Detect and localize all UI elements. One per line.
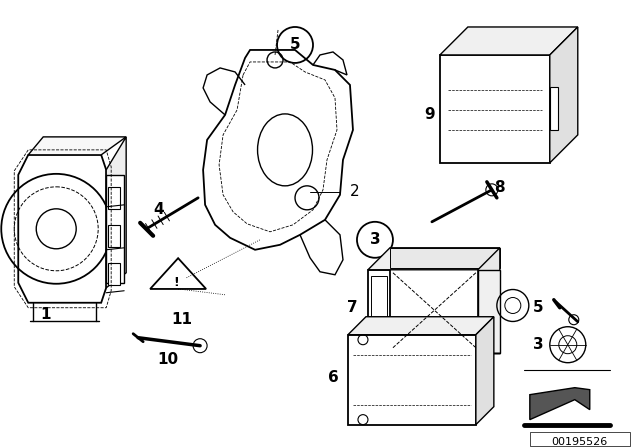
Text: 7: 7 xyxy=(347,300,357,315)
Text: 3: 3 xyxy=(370,233,380,247)
Text: 5: 5 xyxy=(532,300,543,315)
Text: 9: 9 xyxy=(424,108,435,122)
Polygon shape xyxy=(348,317,494,335)
Polygon shape xyxy=(106,137,126,288)
Text: 1: 1 xyxy=(40,307,51,322)
Bar xyxy=(440,55,550,163)
Text: 4: 4 xyxy=(153,202,163,217)
Text: 3: 3 xyxy=(532,337,543,352)
Bar xyxy=(368,270,390,353)
Bar xyxy=(108,263,120,285)
Text: 8: 8 xyxy=(495,181,505,195)
Text: 10: 10 xyxy=(157,352,179,367)
Bar xyxy=(371,276,387,343)
Polygon shape xyxy=(478,248,500,353)
Polygon shape xyxy=(28,137,126,155)
Text: 11: 11 xyxy=(172,312,193,327)
Polygon shape xyxy=(390,248,500,268)
Bar xyxy=(108,225,120,247)
Text: 5: 5 xyxy=(290,38,300,52)
Text: !: ! xyxy=(173,276,179,289)
Bar xyxy=(108,187,120,209)
Polygon shape xyxy=(550,27,578,163)
Bar xyxy=(478,270,500,353)
Polygon shape xyxy=(476,317,494,425)
Polygon shape xyxy=(440,27,578,55)
Bar xyxy=(348,335,476,425)
Bar xyxy=(550,87,558,130)
Polygon shape xyxy=(368,248,500,270)
Text: 6: 6 xyxy=(328,370,339,385)
Bar xyxy=(530,431,630,446)
Text: 2: 2 xyxy=(350,184,360,199)
Bar xyxy=(106,175,124,283)
Text: 00195526: 00195526 xyxy=(552,437,608,447)
Polygon shape xyxy=(530,388,590,420)
